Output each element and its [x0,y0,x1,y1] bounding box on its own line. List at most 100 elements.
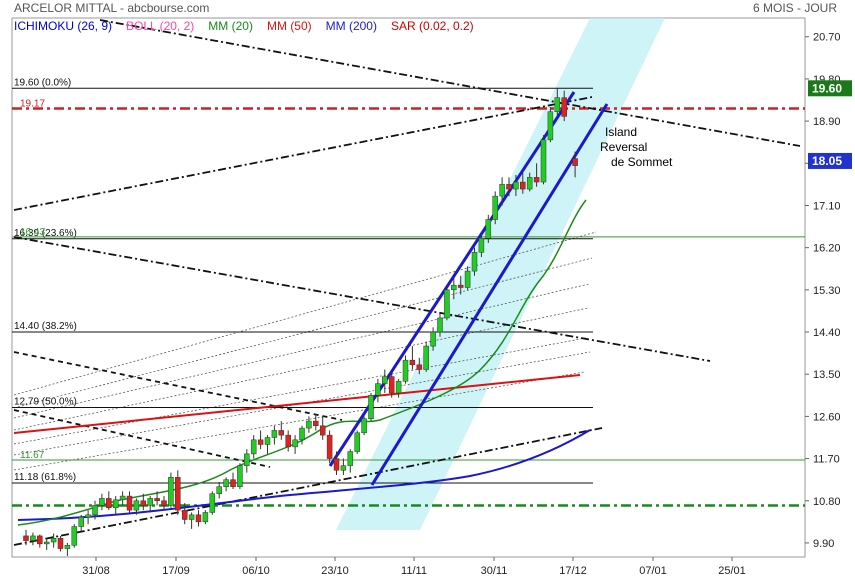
legend-item: MM (200) [325,19,377,33]
annotation-text: Reversal [600,140,647,154]
period-label: 6 MOIS - JOUR [752,1,837,15]
x-tick-label: 06/10 [242,565,270,577]
x-tick-label: 07/01 [639,565,667,577]
candle-body [533,177,540,183]
dashed-trendline [13,351,343,421]
candle-body [85,514,91,518]
candle-body [119,495,126,501]
candle-body [540,139,547,183]
candle-body [520,181,526,190]
x-tick-label: 25/01 [718,565,746,577]
y-tick-label: 17.10 [813,200,841,212]
price-tag-label: 19.60 [812,81,842,95]
trend-fan-line [13,283,590,419]
candle-body [313,420,319,427]
y-tick-label: 20.70 [813,32,841,44]
candle-body [526,177,533,190]
mm50-line [13,374,581,434]
candle-body [333,458,340,471]
candle-body [64,545,71,549]
fibonacci-label: 14.40 (38.2%) [14,321,77,332]
annotation-text: de Sommet [611,155,673,169]
candle-body [99,498,105,506]
candle-body [423,345,429,370]
x-tick-label: 30/11 [481,565,508,577]
dashed-trendline [13,409,271,468]
y-tick-label: 14.40 [813,327,841,339]
dashdot-trendline [13,427,603,546]
legend-item: MM (50) [266,19,312,33]
chart-title: ARCELOR MITTAL - abcbourse.com [14,1,210,15]
candle-body [347,451,354,466]
level-label: 19.17 [20,98,45,109]
fibonacci-label: 12.79 (50.0%) [14,396,77,407]
legend-item: BOLL (20, 2) [126,19,195,33]
candle-body [43,541,50,545]
candle-body [485,219,492,239]
trend-fan-line [13,307,589,431]
candle-body [416,364,423,370]
candle-body [402,359,409,382]
y-tick-label: 9.90 [813,538,834,550]
candle-body [106,498,112,509]
candle-body [250,439,257,455]
price-tag-label: 18.05 [812,154,842,168]
candle-body [572,158,578,166]
candle-body [237,465,243,487]
candle-body [188,514,195,520]
candle-body [340,465,347,471]
candle-body [37,535,43,545]
y-tick-label: 16.20 [813,243,841,255]
candle-body [216,486,222,494]
level-label: 11.67 [20,450,45,461]
candle-body [175,477,181,511]
x-tick-label: 11/11 [401,565,427,577]
candle-body [437,317,443,333]
trend-fan-line [13,371,585,471]
level-label: 16.43 [20,227,45,238]
candle-body [382,376,388,384]
candle-body [506,184,512,190]
candle-body [306,420,312,429]
candle-body [292,439,298,448]
annotation-text: Island [605,125,637,139]
candle-body [147,498,153,506]
candle-body [319,425,326,436]
y-tick-label: 13.50 [813,369,841,381]
y-tick-label: 10.80 [813,496,841,508]
candle-body [354,432,360,452]
candle-body [264,437,271,445]
candle-body [492,195,498,220]
candle-body [92,505,98,516]
dashdot-trendline [99,19,801,147]
candle-body [30,535,36,541]
candle-body [112,499,119,509]
y-tick-label: 11.70 [813,454,840,466]
x-tick-label: 31/08 [82,565,110,577]
candle-body [471,252,478,272]
legend-item: ICHIMOKU (26, 9) [14,19,113,33]
candle-body [361,418,367,434]
candle-body [499,184,505,197]
candle-body [478,238,485,253]
candle-body [554,97,561,112]
candle-body [271,430,278,438]
candle-body [257,439,264,445]
fibonacci-label: 11.18 (61.8%) [14,472,76,483]
y-tick-label: 12.60 [813,411,841,423]
candle-body [154,498,160,502]
candle-body [50,538,57,543]
candle-body [23,535,29,541]
candle-body [547,111,554,141]
indicator-legend: ICHIMOKU (26, 9) BOLL (20, 2) MM (20) MM (5… [14,19,488,33]
candle-body [513,181,519,190]
candle-body [409,359,416,366]
candle-body [285,434,291,448]
candle-body [278,430,285,436]
candle-body [230,479,236,487]
candle-body [326,434,333,459]
candle-body [244,453,250,466]
dashdot-trendline [13,236,711,362]
plot-frame [11,17,806,558]
candle-body [133,500,140,511]
